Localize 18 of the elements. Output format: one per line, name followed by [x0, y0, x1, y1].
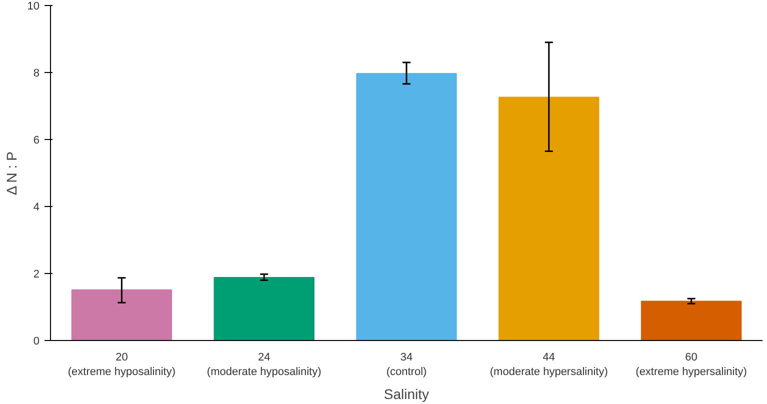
x-tick-label: 24 (moderate hyposalinity)	[206, 352, 322, 378]
bar	[498, 96, 600, 340]
x-axis-title: Salinity	[384, 386, 430, 402]
x-tick-label: 20 (extreme hyposalinity)	[68, 352, 176, 378]
x-tick-label: 34 (control)	[386, 352, 427, 378]
y-tick-label: 6	[33, 134, 40, 146]
y-tick-label: 10	[27, 0, 40, 12]
bar	[640, 300, 742, 340]
y-tick-label: 2	[33, 268, 40, 280]
y-axis-title: Δ N : P	[3, 152, 20, 196]
y-tick-label: 8	[33, 68, 40, 80]
y-tick-label: 4	[33, 202, 40, 214]
x-tick-label: 60 (extreme hypersalinity)	[636, 352, 747, 378]
y-tick-label: 0	[33, 336, 40, 348]
bar	[71, 289, 172, 340]
bar	[214, 277, 314, 340]
bar	[356, 73, 457, 340]
x-tick-label: 44 (moderate hypersalinity)	[490, 352, 608, 378]
